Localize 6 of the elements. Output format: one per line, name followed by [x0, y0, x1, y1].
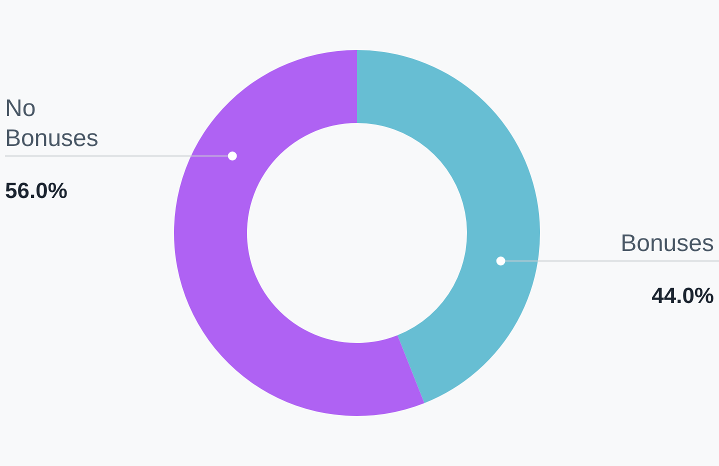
- slice-label: No Bonuses: [5, 95, 98, 152]
- donut-slice: [357, 50, 540, 404]
- data-label: 56.0%: [5, 178, 68, 203]
- slice-label: Bonuses: [620, 230, 714, 257]
- data-label: 44.0%: [652, 283, 714, 308]
- donut-slice: [174, 50, 424, 416]
